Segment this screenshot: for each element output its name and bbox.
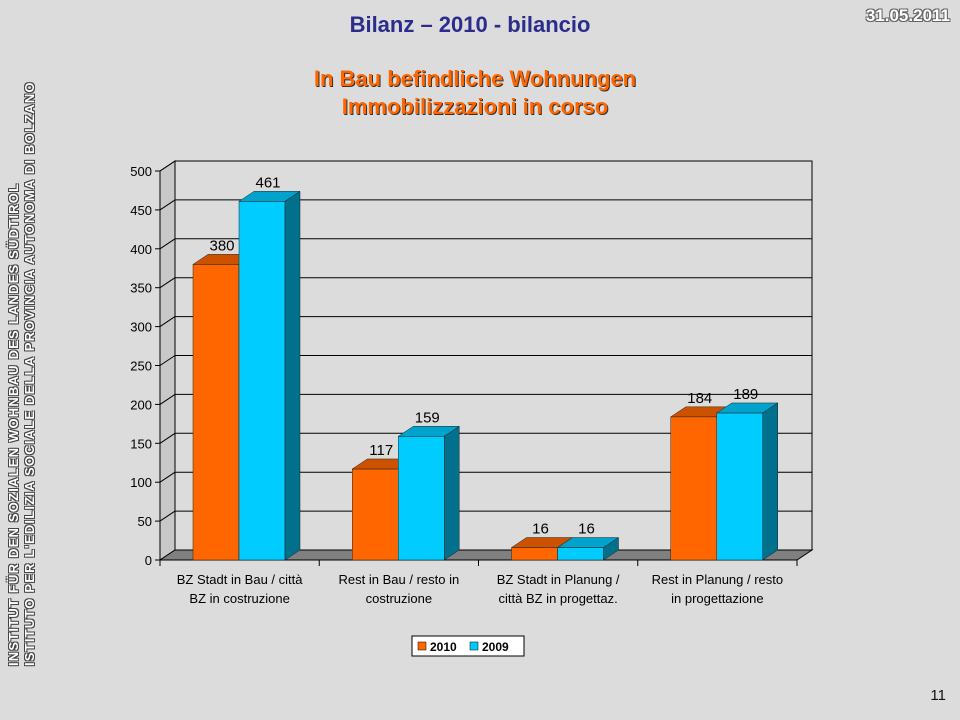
date-label: 31.05.2011: [865, 6, 950, 25]
page-number: 11: [930, 687, 946, 704]
bar-front: [238, 201, 286, 561]
bar-front: [398, 436, 445, 561]
data-label: 380: [209, 237, 234, 254]
bar-front: [511, 547, 558, 561]
subtitle-german: In Bau befindliche Wohnungen: [313, 66, 637, 91]
data-label: 159: [415, 409, 440, 426]
x-category-label: Rest in Planung / resto: [652, 572, 784, 587]
y-tick-label: 450: [130, 203, 152, 218]
data-label: 461: [255, 174, 280, 191]
x-category-label: città BZ in progettaz.: [499, 591, 618, 606]
y-tick-label: 0: [145, 553, 152, 568]
bar-front: [192, 264, 240, 561]
bar-front: [352, 468, 399, 561]
legend-swatch: [469, 641, 479, 651]
x-category-label: in progettazione: [671, 591, 764, 606]
x-category-label: costruzione: [366, 591, 432, 606]
legend-swatch: [417, 641, 427, 651]
gridline-diagonal: [159, 199, 176, 211]
x-category-label: BZ in costruzione: [189, 591, 289, 606]
bar-side: [762, 402, 778, 561]
data-label: 189: [733, 386, 758, 403]
gridline-diagonal: [159, 277, 176, 289]
data-label: 184: [687, 390, 712, 407]
chart-title: Bilanz – 2010 - bilancio: [349, 12, 591, 37]
x-category-label: BZ Stadt in Planung /: [497, 572, 620, 587]
bar-front: [670, 416, 717, 561]
y-tick-label: 400: [130, 242, 152, 257]
gridline-diagonal: [159, 160, 176, 172]
x-category-label: BZ Stadt in Bau / città: [177, 572, 303, 587]
y-tick-label: 350: [130, 281, 152, 296]
gridline-diagonal: [159, 355, 176, 366]
gridline-diagonal: [159, 471, 176, 483]
gridline-diagonal: [159, 238, 176, 250]
gridline-diagonal: [159, 316, 176, 328]
bar-side: [444, 425, 460, 561]
legend-label: 2009: [482, 640, 509, 654]
data-label: 16: [578, 521, 595, 538]
y-tick-label: 300: [130, 320, 152, 335]
legend-label: 2010: [430, 640, 457, 654]
data-label: 117: [369, 442, 393, 459]
bar-front: [716, 412, 763, 561]
y-tick-label: 100: [130, 475, 152, 490]
gridline-diagonal: [159, 432, 176, 444]
y-tick-label: 500: [130, 164, 152, 179]
data-label: 16: [532, 521, 549, 538]
y-tick-label: 200: [130, 397, 152, 412]
y-tick-label: 250: [130, 359, 152, 374]
x-category-label: Rest in Bau / resto in: [339, 572, 460, 587]
legend-box: [411, 635, 525, 657]
gridline-diagonal: [159, 393, 176, 405]
subtitle-italian: Immobilizzazioni in corso: [341, 94, 609, 119]
bar-front: [557, 547, 604, 561]
gridline-diagonal: [159, 510, 176, 522]
bar-side: [603, 537, 619, 561]
y-tick-label: 150: [130, 436, 152, 451]
y-tick-label: 50: [138, 514, 152, 529]
bar-side: [284, 190, 301, 561]
